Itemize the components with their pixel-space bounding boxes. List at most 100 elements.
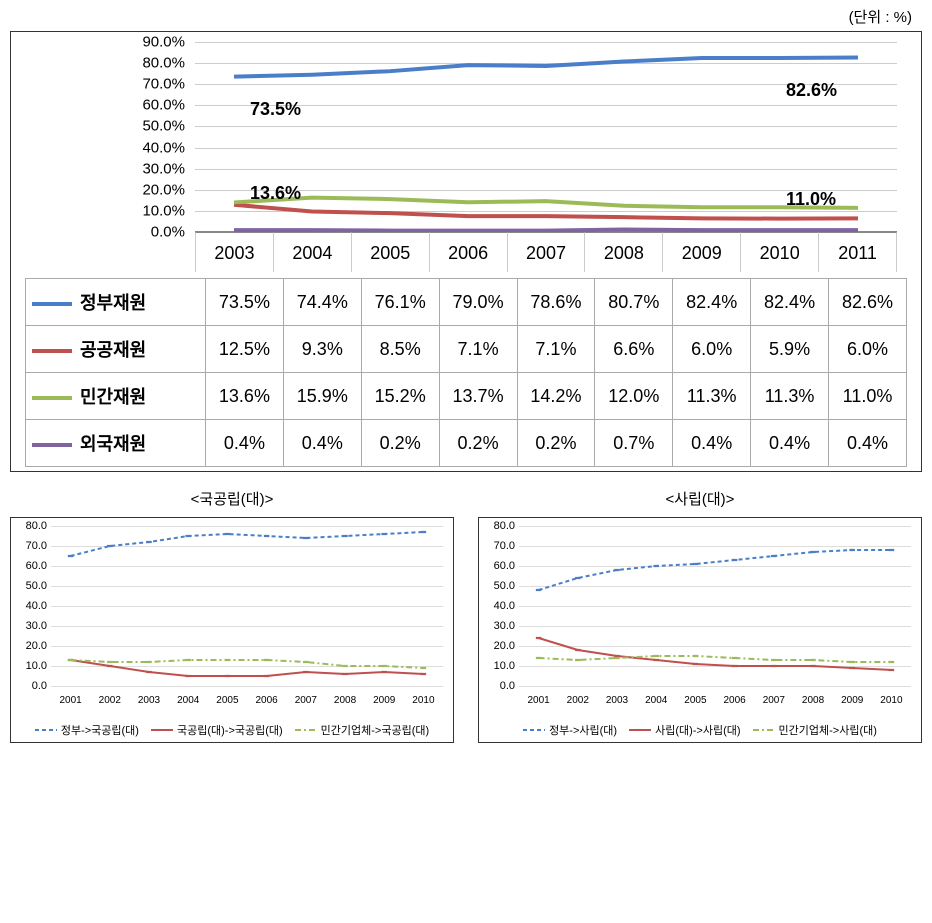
y-tick: 30.0 — [17, 620, 47, 632]
y-tick: 30.0 — [485, 620, 515, 632]
y-tick: 40.0 — [17, 600, 47, 612]
x-tick: 2008 — [793, 686, 832, 716]
unit-label: (단위 : %) — [0, 0, 932, 31]
table-cell: 0.2% — [439, 420, 517, 467]
table-cell: 11.3% — [751, 373, 829, 420]
legend-item: 사립(대)->사립(대) — [629, 722, 740, 738]
y-tick: 40.0 — [485, 600, 515, 612]
table-cell: 0.4% — [829, 420, 907, 467]
y-tick: 60.0% — [115, 97, 185, 114]
x-tick: 2004 — [169, 686, 208, 716]
table-cell: 11.0% — [829, 373, 907, 420]
y-tick: 0.0% — [115, 224, 185, 241]
y-tick: 30.0% — [115, 160, 185, 177]
main-chart-area: 0.0%10.0%20.0%30.0%40.0%50.0%60.0%70.0%8… — [195, 42, 897, 272]
series-label: 외국재원 — [80, 434, 146, 454]
series-label-cell: 정부재원 — [26, 279, 206, 326]
table-cell: 82.4% — [751, 279, 829, 326]
legend-swatch — [629, 725, 651, 737]
legend-item: 국공립(대)->국공립(대) — [151, 722, 283, 738]
table-cell: 0.4% — [283, 420, 361, 467]
y-tick: 20.0 — [17, 640, 47, 652]
series-label-cell: 외국재원 — [26, 420, 206, 467]
y-tick: 40.0% — [115, 139, 185, 156]
table-cell: 73.5% — [206, 279, 284, 326]
table-cell: 74.4% — [283, 279, 361, 326]
table-cell: 0.4% — [206, 420, 284, 467]
table-cell: 0.2% — [361, 420, 439, 467]
sub-chart-private: 0.010.020.030.040.050.060.070.080.020012… — [478, 517, 922, 743]
table-cell: 7.1% — [517, 326, 595, 373]
table-cell: 12.0% — [595, 373, 673, 420]
table-cell: 0.7% — [595, 420, 673, 467]
y-tick: 60.0 — [17, 560, 47, 572]
table-cell: 82.4% — [673, 279, 751, 326]
x-tick: 2010 — [404, 686, 443, 716]
x-tick: 2007 — [508, 232, 586, 272]
y-tick: 10.0% — [115, 202, 185, 219]
x-tick: 2006 — [430, 232, 508, 272]
sub-chart-public-legend: 정부->국공립(대)국공립(대)->국공립(대)민간기업체->국공립(대) — [17, 722, 447, 738]
x-tick: 2001 — [519, 686, 558, 716]
x-tick: 2006 — [247, 686, 286, 716]
series-label: 정부재원 — [80, 293, 146, 313]
x-tick: 2005 — [208, 686, 247, 716]
x-tick: 2009 — [365, 686, 404, 716]
table-row: 민간재원13.6%15.9%15.2%13.7%14.2%12.0%11.3%1… — [26, 373, 907, 420]
x-tick: 2007 — [754, 686, 793, 716]
y-tick: 50.0 — [17, 580, 47, 592]
y-tick: 10.0 — [17, 660, 47, 672]
table-cell: 13.7% — [439, 373, 517, 420]
x-tick: 2008 — [585, 232, 663, 272]
table-cell: 0.2% — [517, 420, 595, 467]
sub-chart-public: 0.010.020.030.040.050.060.070.080.020012… — [10, 517, 454, 743]
sub-chart-private-legend: 정부->사립(대) 사립(대)->사립(대) 민간기업체->사립(대) — [485, 722, 915, 738]
legend-swatch — [35, 725, 57, 737]
x-tick: 2004 — [637, 686, 676, 716]
y-tick: 70.0 — [17, 540, 47, 552]
legend-item: 민간기업체->국공립(대) — [295, 722, 430, 738]
table-cell: 6.0% — [829, 326, 907, 373]
table-cell: 14.2% — [517, 373, 595, 420]
main-chart-panel: 0.0%10.0%20.0%30.0%40.0%50.0%60.0%70.0%8… — [10, 31, 922, 472]
table-cell: 7.1% — [439, 326, 517, 373]
table-cell: 8.5% — [361, 326, 439, 373]
table-cell: 6.0% — [673, 326, 751, 373]
table-row: 외국재원0.4%0.4%0.2%0.2%0.2%0.7%0.4%0.4%0.4% — [26, 420, 907, 467]
x-tick: 2003 — [129, 686, 168, 716]
sub-chart-public-title: <국공립(대)> — [10, 488, 454, 509]
table-cell: 6.6% — [595, 326, 673, 373]
table-cell: 76.1% — [361, 279, 439, 326]
table-cell: 79.0% — [439, 279, 517, 326]
x-tick: 2005 — [352, 232, 430, 272]
x-tick: 2009 — [663, 232, 741, 272]
series-label: 민간재원 — [80, 387, 146, 407]
y-tick: 90.0% — [115, 34, 185, 51]
series-label-cell: 민간재원 — [26, 373, 206, 420]
legend-label: 사립(대)->사립(대) — [655, 725, 740, 737]
table-cell: 15.2% — [361, 373, 439, 420]
y-tick: 80.0% — [115, 55, 185, 72]
chart-annotation: 11.0% — [786, 189, 836, 210]
table-cell: 82.6% — [829, 279, 907, 326]
table-cell: 11.3% — [673, 373, 751, 420]
legend-item: 정부->사립(대) — [523, 722, 617, 738]
legend-label: 정부->사립(대) — [549, 725, 617, 737]
table-row: 정부재원73.5%74.4%76.1%79.0%78.6%80.7%82.4%8… — [26, 279, 907, 326]
legend-swatch — [32, 302, 72, 306]
y-tick: 70.0% — [115, 76, 185, 93]
main-data-table: 정부재원73.5%74.4%76.1%79.0%78.6%80.7%82.4%8… — [25, 278, 907, 467]
x-tick: 2009 — [833, 686, 872, 716]
legend-label: 민간기업체->사립(대) — [779, 725, 877, 737]
legend-label: 민간기업체->국공립(대) — [321, 725, 430, 737]
x-tick: 2006 — [715, 686, 754, 716]
x-tick: 2001 — [51, 686, 90, 716]
x-tick: 2003 — [195, 232, 274, 272]
y-tick: 70.0 — [485, 540, 515, 552]
table-cell: 13.6% — [206, 373, 284, 420]
sub-chart-private-title: <사립(대)> — [478, 488, 922, 509]
legend-swatch — [295, 725, 317, 737]
table-cell: 9.3% — [283, 326, 361, 373]
x-tick: 2002 — [90, 686, 129, 716]
y-tick: 20.0 — [485, 640, 515, 652]
